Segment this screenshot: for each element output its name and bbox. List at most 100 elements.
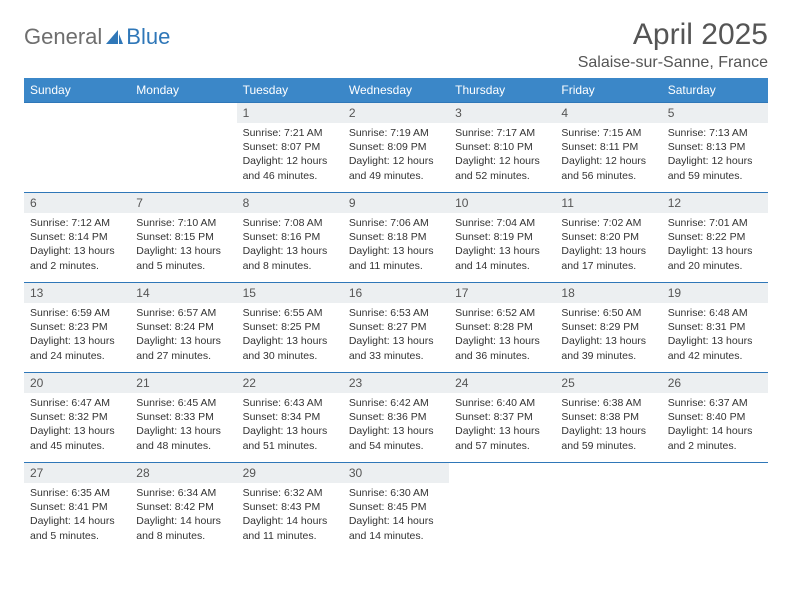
day-body: Sunrise: 7:01 AMSunset: 8:22 PMDaylight:…: [662, 213, 768, 279]
daylight-text: Daylight: 13 hours and 59 minutes.: [561, 424, 655, 452]
calendar-day-cell: 6Sunrise: 7:12 AMSunset: 8:14 PMDaylight…: [24, 193, 130, 283]
sunrise-text: Sunrise: 6:48 AM: [668, 306, 762, 320]
day-body: Sunrise: 7:19 AMSunset: 8:09 PMDaylight:…: [343, 123, 449, 189]
sunset-text: Sunset: 8:31 PM: [668, 320, 762, 334]
calendar-day-cell: 15Sunrise: 6:55 AMSunset: 8:25 PMDayligh…: [237, 283, 343, 373]
day-number: 17: [449, 283, 555, 303]
sunset-text: Sunset: 8:41 PM: [30, 500, 124, 514]
title-block: April 2025 Salaise-sur-Sanne, France: [578, 18, 768, 72]
day-number: 3: [449, 103, 555, 123]
sunrise-text: Sunrise: 6:40 AM: [455, 396, 549, 410]
day-number: 30: [343, 463, 449, 483]
weekday-header: Thursday: [449, 78, 555, 103]
day-number: 9: [343, 193, 449, 213]
daylight-text: Daylight: 12 hours and 59 minutes.: [668, 154, 762, 182]
calendar-day-cell: 30Sunrise: 6:30 AMSunset: 8:45 PMDayligh…: [343, 463, 449, 553]
daylight-text: Daylight: 14 hours and 2 minutes.: [668, 424, 762, 452]
day-number: 24: [449, 373, 555, 393]
sunrise-text: Sunrise: 7:06 AM: [349, 216, 443, 230]
brand-sail-icon: [104, 28, 124, 46]
sunrise-text: Sunrise: 7:10 AM: [136, 216, 230, 230]
daylight-text: Daylight: 14 hours and 11 minutes.: [243, 514, 337, 542]
day-body: Sunrise: 6:30 AMSunset: 8:45 PMDaylight:…: [343, 483, 449, 549]
calendar-day-cell: 26Sunrise: 6:37 AMSunset: 8:40 PMDayligh…: [662, 373, 768, 463]
calendar-day-cell: [555, 463, 661, 553]
sunrise-text: Sunrise: 7:19 AM: [349, 126, 443, 140]
daylight-text: Daylight: 14 hours and 8 minutes.: [136, 514, 230, 542]
sunset-text: Sunset: 8:29 PM: [561, 320, 655, 334]
calendar-day-cell: 7Sunrise: 7:10 AMSunset: 8:15 PMDaylight…: [130, 193, 236, 283]
day-body: Sunrise: 7:12 AMSunset: 8:14 PMDaylight:…: [24, 213, 130, 279]
day-body: Sunrise: 7:17 AMSunset: 8:10 PMDaylight:…: [449, 123, 555, 189]
sunset-text: Sunset: 8:20 PM: [561, 230, 655, 244]
daylight-text: Daylight: 13 hours and 48 minutes.: [136, 424, 230, 452]
sunrise-text: Sunrise: 7:08 AM: [243, 216, 337, 230]
sunset-text: Sunset: 8:40 PM: [668, 410, 762, 424]
day-body: Sunrise: 7:06 AMSunset: 8:18 PMDaylight:…: [343, 213, 449, 279]
weekday-header: Monday: [130, 78, 236, 103]
calendar-week-row: 6Sunrise: 7:12 AMSunset: 8:14 PMDaylight…: [24, 193, 768, 283]
calendar-day-cell: 27Sunrise: 6:35 AMSunset: 8:41 PMDayligh…: [24, 463, 130, 553]
day-number: 16: [343, 283, 449, 303]
weekday-header: Friday: [555, 78, 661, 103]
calendar-day-cell: 17Sunrise: 6:52 AMSunset: 8:28 PMDayligh…: [449, 283, 555, 373]
daylight-text: Daylight: 13 hours and 57 minutes.: [455, 424, 549, 452]
sunset-text: Sunset: 8:22 PM: [668, 230, 762, 244]
sunset-text: Sunset: 8:28 PM: [455, 320, 549, 334]
day-body: Sunrise: 7:21 AMSunset: 8:07 PMDaylight:…: [237, 123, 343, 189]
sunrise-text: Sunrise: 6:45 AM: [136, 396, 230, 410]
weekday-header-row: SundayMondayTuesdayWednesdayThursdayFrid…: [24, 78, 768, 103]
day-number: 20: [24, 373, 130, 393]
day-body: Sunrise: 6:55 AMSunset: 8:25 PMDaylight:…: [237, 303, 343, 369]
sunrise-text: Sunrise: 6:35 AM: [30, 486, 124, 500]
calendar-day-cell: 25Sunrise: 6:38 AMSunset: 8:38 PMDayligh…: [555, 373, 661, 463]
sunset-text: Sunset: 8:19 PM: [455, 230, 549, 244]
day-number: 7: [130, 193, 236, 213]
daylight-text: Daylight: 12 hours and 46 minutes.: [243, 154, 337, 182]
sunset-text: Sunset: 8:38 PM: [561, 410, 655, 424]
day-number: 28: [130, 463, 236, 483]
calendar-day-cell: 14Sunrise: 6:57 AMSunset: 8:24 PMDayligh…: [130, 283, 236, 373]
sunrise-text: Sunrise: 6:37 AM: [668, 396, 762, 410]
sunrise-text: Sunrise: 7:15 AM: [561, 126, 655, 140]
day-body: Sunrise: 6:53 AMSunset: 8:27 PMDaylight:…: [343, 303, 449, 369]
sunrise-text: Sunrise: 6:32 AM: [243, 486, 337, 500]
calendar-day-cell: 22Sunrise: 6:43 AMSunset: 8:34 PMDayligh…: [237, 373, 343, 463]
calendar-day-cell: 29Sunrise: 6:32 AMSunset: 8:43 PMDayligh…: [237, 463, 343, 553]
sunrise-text: Sunrise: 6:59 AM: [30, 306, 124, 320]
day-number: 19: [662, 283, 768, 303]
calendar-week-row: 20Sunrise: 6:47 AMSunset: 8:32 PMDayligh…: [24, 373, 768, 463]
daylight-text: Daylight: 12 hours and 52 minutes.: [455, 154, 549, 182]
daylight-text: Daylight: 13 hours and 45 minutes.: [30, 424, 124, 452]
calendar-week-row: 13Sunrise: 6:59 AMSunset: 8:23 PMDayligh…: [24, 283, 768, 373]
day-number: 8: [237, 193, 343, 213]
daylight-text: Daylight: 13 hours and 51 minutes.: [243, 424, 337, 452]
calendar-day-cell: [24, 103, 130, 193]
calendar-day-cell: 28Sunrise: 6:34 AMSunset: 8:42 PMDayligh…: [130, 463, 236, 553]
daylight-text: Daylight: 13 hours and 20 minutes.: [668, 244, 762, 272]
day-body: Sunrise: 6:47 AMSunset: 8:32 PMDaylight:…: [24, 393, 130, 459]
calendar-table: SundayMondayTuesdayWednesdayThursdayFrid…: [24, 78, 768, 553]
daylight-text: Daylight: 13 hours and 39 minutes.: [561, 334, 655, 362]
calendar-day-cell: [662, 463, 768, 553]
sunrise-text: Sunrise: 6:34 AM: [136, 486, 230, 500]
sunrise-text: Sunrise: 7:12 AM: [30, 216, 124, 230]
calendar-body: 1Sunrise: 7:21 AMSunset: 8:07 PMDaylight…: [24, 103, 768, 553]
daylight-text: Daylight: 13 hours and 33 minutes.: [349, 334, 443, 362]
day-body: Sunrise: 6:38 AMSunset: 8:38 PMDaylight:…: [555, 393, 661, 459]
sunset-text: Sunset: 8:32 PM: [30, 410, 124, 424]
calendar-day-cell: 8Sunrise: 7:08 AMSunset: 8:16 PMDaylight…: [237, 193, 343, 283]
calendar-day-cell: 5Sunrise: 7:13 AMSunset: 8:13 PMDaylight…: [662, 103, 768, 193]
daylight-text: Daylight: 13 hours and 5 minutes.: [136, 244, 230, 272]
day-body: Sunrise: 6:57 AMSunset: 8:24 PMDaylight:…: [130, 303, 236, 369]
daylight-text: Daylight: 12 hours and 49 minutes.: [349, 154, 443, 182]
sunset-text: Sunset: 8:14 PM: [30, 230, 124, 244]
sunset-text: Sunset: 8:16 PM: [243, 230, 337, 244]
calendar-day-cell: 18Sunrise: 6:50 AMSunset: 8:29 PMDayligh…: [555, 283, 661, 373]
brand-part2: Blue: [126, 24, 170, 50]
weekday-header: Wednesday: [343, 78, 449, 103]
sunset-text: Sunset: 8:27 PM: [349, 320, 443, 334]
sunrise-text: Sunrise: 7:01 AM: [668, 216, 762, 230]
daylight-text: Daylight: 12 hours and 56 minutes.: [561, 154, 655, 182]
calendar-day-cell: 9Sunrise: 7:06 AMSunset: 8:18 PMDaylight…: [343, 193, 449, 283]
